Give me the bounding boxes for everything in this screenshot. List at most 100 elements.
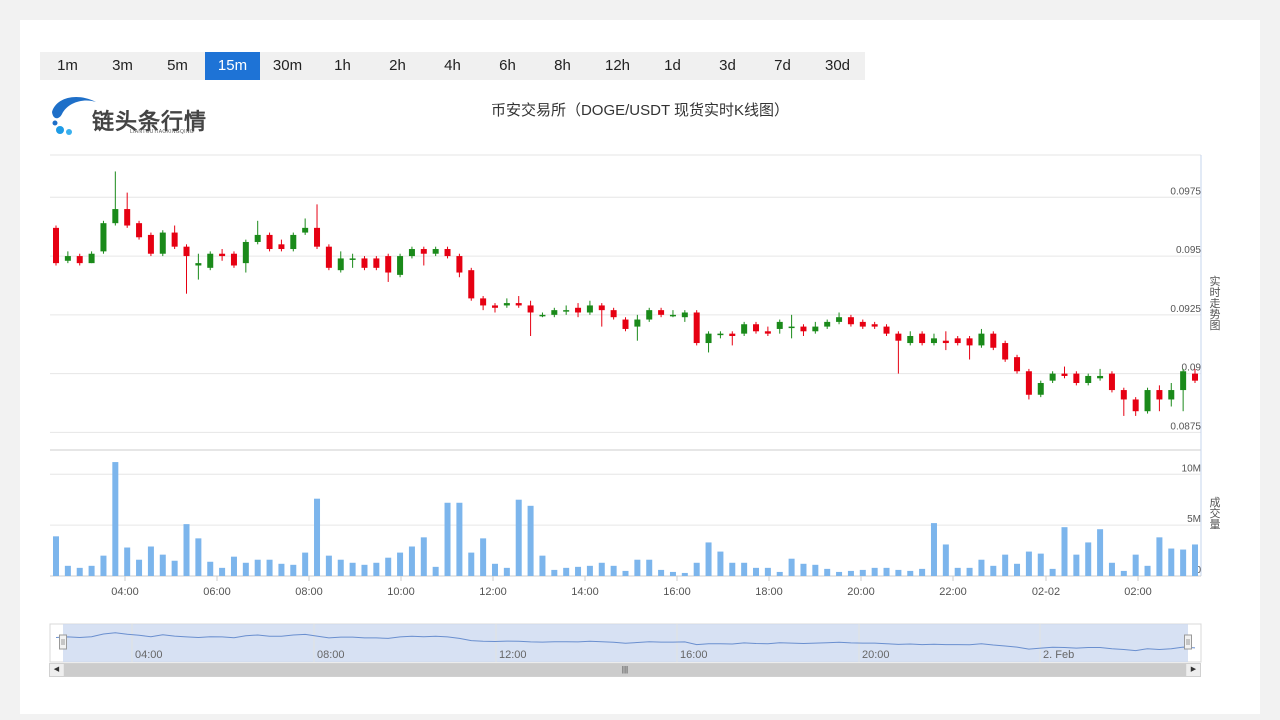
navigator-handle-left	[59, 634, 67, 650]
volume-bar	[1085, 542, 1092, 576]
candle-body	[432, 249, 439, 254]
candle-body	[349, 258, 356, 260]
volume-bar	[112, 462, 119, 576]
volume-bar	[1180, 549, 1187, 576]
scrollbar-thumb[interactable]: |||	[64, 664, 1186, 676]
candle-body	[729, 333, 736, 336]
candle-body	[266, 234, 273, 250]
candle-body	[1192, 373, 1198, 381]
volume-bar	[646, 559, 653, 576]
tab-8h[interactable]: 8h	[554, 57, 571, 74]
navigator-tick-label: 08:00	[317, 649, 345, 661]
volume-tick-label: 10M	[1182, 463, 1201, 474]
candle-body	[242, 241, 249, 264]
volume-bar	[88, 565, 95, 576]
volume-bar	[136, 559, 143, 576]
volume-bar	[551, 569, 558, 576]
volume-bar	[527, 505, 534, 576]
x-tick-label: 16:00	[663, 586, 691, 598]
volume-bar	[515, 499, 522, 576]
navigator-tick-label: 2. Feb	[1043, 649, 1074, 661]
volume-bar	[147, 546, 154, 576]
tab-15m[interactable]: 15m	[205, 52, 260, 80]
tab-3d[interactable]: 3d	[719, 57, 736, 74]
candle-body	[53, 227, 59, 264]
candle-body	[836, 317, 843, 322]
volume-bar	[1037, 553, 1044, 576]
volume-bar	[563, 567, 570, 576]
candle-body	[230, 253, 237, 266]
candle-body	[764, 331, 771, 334]
tab-2h[interactable]: 2h	[389, 57, 406, 74]
tab-30d[interactable]: 30d	[824, 57, 851, 74]
candle-body	[456, 256, 463, 273]
tab-1m[interactable]: 1m	[57, 57, 78, 74]
volume-bar	[195, 538, 202, 576]
candle-body	[883, 326, 890, 334]
candle-body	[480, 298, 487, 306]
navigator-series-line	[55, 632, 1196, 652]
candle-body	[586, 305, 593, 313]
volume-bar	[764, 567, 771, 576]
candle-body	[622, 319, 629, 329]
candle-body	[658, 310, 665, 315]
volume-bar	[468, 552, 475, 576]
y-tick-label: 0.09	[1182, 363, 1202, 374]
tab-30m[interactable]: 30m	[272, 57, 303, 74]
volume-bar	[836, 571, 843, 576]
candle-body	[100, 223, 107, 252]
tab-7d[interactable]: 7d	[774, 57, 791, 74]
volume-bar	[397, 552, 404, 576]
candle-body	[1049, 373, 1056, 381]
candle-body	[788, 326, 795, 329]
candle-body	[515, 303, 522, 306]
tab-1d[interactable]: 1d	[664, 57, 681, 74]
candle-body	[207, 253, 214, 268]
volume-bar	[1025, 551, 1032, 576]
interval-tabs: 1m 3m 5m 15m 30m 1h 2h 4h 6h 8h 12h 1d 3d 7d 30d	[40, 52, 865, 80]
volume-bar	[539, 555, 546, 576]
candle-body	[408, 249, 415, 257]
candle-body	[907, 335, 914, 344]
x-tick-label: 20:00	[847, 586, 875, 598]
volume-bar	[658, 569, 665, 576]
candle-body	[1180, 371, 1187, 391]
candle-body	[444, 249, 451, 257]
volume-bar	[693, 562, 700, 576]
volume-bar	[812, 564, 819, 576]
volume-bar	[705, 542, 712, 576]
logo-text: 链头条行情	[92, 109, 208, 134]
tab-1h[interactable]: 1h	[334, 57, 351, 74]
tab-5m[interactable]: 5m	[167, 57, 188, 74]
volume-bar	[990, 565, 997, 576]
tab-4h[interactable]: 4h	[444, 57, 461, 74]
volume-bar	[1014, 563, 1021, 576]
x-tick-label: 12:00	[479, 586, 507, 598]
volume-bar	[290, 564, 297, 576]
candle-body	[219, 253, 226, 257]
candle-body	[1037, 383, 1044, 395]
volume-bar	[800, 563, 807, 576]
candle-body	[669, 314, 676, 317]
candle-body	[290, 234, 297, 250]
candle-body	[634, 319, 641, 327]
volume-bar	[361, 564, 368, 576]
logo-icon	[52, 97, 96, 135]
y-tick-label: 0.0925	[1170, 304, 1201, 315]
volume-bar	[978, 559, 985, 576]
tab-3m[interactable]: 3m	[112, 57, 133, 74]
candle-body	[847, 317, 854, 325]
volume-bar	[171, 560, 178, 576]
tab-6h[interactable]: 6h	[499, 57, 516, 74]
candle-body	[966, 338, 973, 346]
scroll-right-arrow-icon[interactable]: ▶	[1187, 664, 1200, 676]
volume-bar	[895, 569, 902, 576]
navigator-scrollbar[interactable]: ◀ ||| ▶	[49, 663, 1201, 677]
candle-body	[468, 270, 475, 299]
volume-bar	[1192, 544, 1198, 576]
candle-body	[1144, 390, 1151, 412]
scroll-left-arrow-icon[interactable]: ◀	[50, 664, 63, 676]
tab-12h[interactable]: 12h	[604, 57, 631, 74]
candle-body	[278, 244, 285, 250]
